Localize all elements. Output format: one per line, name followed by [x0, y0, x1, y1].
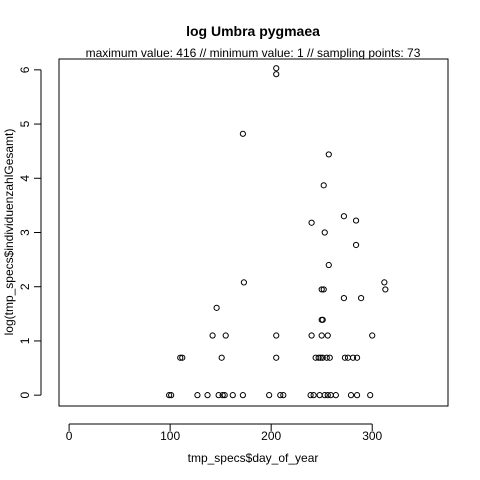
data-point — [266, 392, 273, 399]
data-point — [321, 392, 328, 399]
data-point — [273, 65, 280, 72]
data-point — [315, 354, 322, 361]
data-point — [340, 295, 348, 302]
data-point — [353, 392, 361, 399]
data-point — [277, 392, 284, 399]
y-tick-label: 4 — [18, 175, 32, 182]
data-point — [349, 354, 357, 361]
data-point — [221, 392, 228, 399]
data-point — [320, 286, 327, 293]
data-point — [358, 295, 365, 302]
data-point — [367, 392, 374, 399]
data-point — [280, 392, 287, 399]
y-tick-label: 5 — [18, 120, 32, 127]
data-point — [320, 182, 327, 189]
data-point — [323, 354, 330, 361]
data-point — [318, 332, 325, 339]
y-tick-label: 1 — [18, 337, 32, 344]
data-point — [325, 261, 332, 269]
y-tick-label: 3 — [18, 229, 32, 236]
y-tick-label: 0 — [18, 392, 32, 399]
data-point — [325, 151, 332, 158]
y-axis-label: log(tmp_specs$individuenzahlGesamt) — [2, 129, 16, 336]
data-point — [218, 354, 225, 361]
data-point — [179, 354, 186, 361]
data-point — [316, 392, 323, 399]
data-point — [353, 354, 361, 361]
x-tick-label: 0 — [66, 429, 73, 443]
data-point — [340, 213, 348, 220]
data-point — [166, 392, 173, 399]
data-point — [319, 316, 326, 323]
data-point — [369, 332, 376, 339]
x-tick-label: 100 — [160, 429, 180, 443]
y-tick-label: 6 — [18, 66, 32, 73]
plot-frame — [58, 58, 449, 407]
data-point — [215, 392, 222, 399]
data-point — [317, 354, 324, 361]
data-point — [307, 392, 314, 399]
data-point — [239, 392, 246, 399]
data-point — [319, 354, 326, 361]
y-axis: 0 1 2 3 4 5 6 — [18, 66, 42, 399]
data-point — [324, 392, 331, 399]
data-point — [352, 217, 360, 224]
data-point — [347, 392, 355, 399]
data-point — [240, 279, 248, 286]
data-point — [194, 392, 201, 399]
data-point — [213, 304, 220, 311]
x-axis: 0 100 200 300 — [66, 423, 383, 443]
data-point — [326, 354, 333, 361]
data-points — [166, 65, 389, 399]
data-point — [222, 332, 229, 339]
data-point — [204, 392, 211, 399]
data-point — [382, 286, 389, 293]
y-tick-label: 2 — [18, 283, 32, 290]
data-point — [168, 392, 175, 399]
data-point — [324, 332, 331, 339]
data-point — [310, 392, 317, 399]
data-point — [341, 354, 349, 361]
data-point — [273, 71, 280, 78]
data-point — [229, 392, 236, 399]
x-axis-label: tmp_specs$day_of_year — [188, 451, 319, 465]
data-point — [381, 279, 388, 286]
data-point — [209, 332, 216, 339]
x-tick-label: 200 — [261, 429, 281, 443]
data-point — [219, 392, 226, 399]
data-point — [177, 354, 184, 361]
data-point — [239, 130, 246, 137]
x-tick-label: 300 — [362, 429, 382, 443]
chart-subtitle: maximum value: 416 // minimum value: 1 /… — [86, 46, 421, 60]
data-point — [273, 354, 280, 361]
data-point — [273, 332, 280, 339]
data-point — [308, 332, 315, 339]
data-point — [352, 241, 360, 249]
chart-title: log Umbra pygmaea — [186, 23, 320, 39]
data-point — [308, 219, 315, 226]
data-point — [321, 229, 328, 236]
data-point — [318, 286, 325, 293]
data-point — [332, 392, 339, 399]
